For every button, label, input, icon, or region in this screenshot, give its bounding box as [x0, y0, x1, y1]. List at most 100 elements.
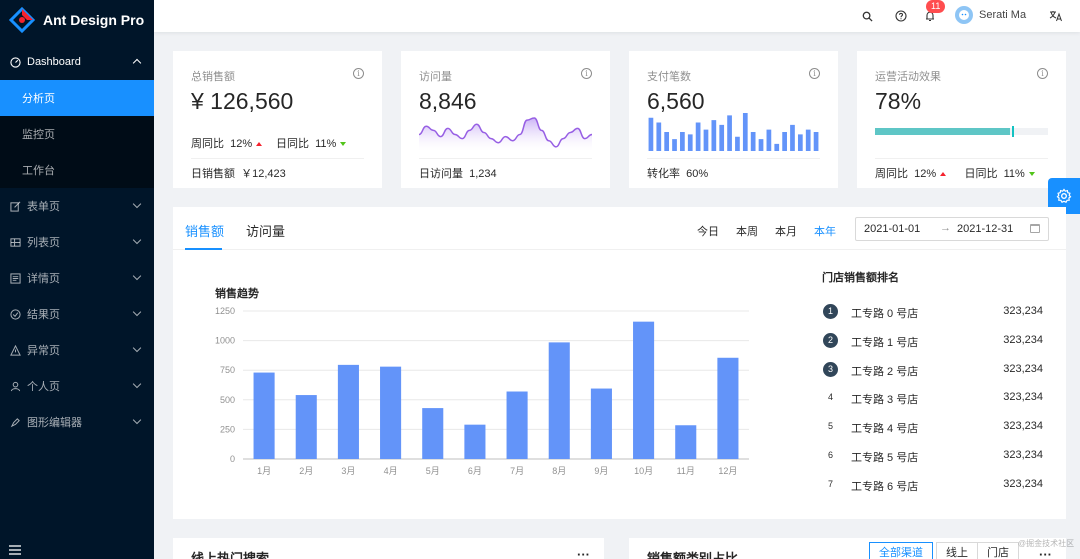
- progress-track: [875, 128, 1048, 135]
- rank-store-name: 工专路 6 号店: [851, 480, 919, 493]
- footer-label: 转化率: [647, 168, 680, 180]
- bar: [675, 425, 697, 459]
- x-tick-label: 4月: [384, 466, 398, 476]
- bar: [464, 424, 486, 459]
- stat-title: 总销售额: [191, 71, 235, 83]
- gear-icon: [1056, 188, 1072, 203]
- rank-row: 3 工专路 2 号店 323,234: [823, 361, 1043, 378]
- segment-stores[interactable]: 门店: [977, 542, 1019, 559]
- range-week[interactable]: 本周: [736, 226, 758, 238]
- date-range-picker[interactable]: 2021-01-01 → 2021-12-31: [855, 217, 1049, 241]
- logo[interactable]: Ant Design Pro: [0, 0, 154, 40]
- menu-fold-icon[interactable]: [9, 545, 21, 555]
- sidebar-item-form[interactable]: 表单页: [0, 188, 154, 224]
- payments-bar: [758, 139, 764, 151]
- bar: [295, 395, 317, 459]
- sidebar-item-dashboard[interactable]: Dashboard: [0, 44, 154, 80]
- segment-online[interactable]: 线上: [936, 542, 978, 559]
- range-today[interactable]: 今日: [697, 226, 719, 238]
- chevron-down-icon: [132, 199, 142, 209]
- rank-row: 6 工专路 5 号店 323,234: [823, 448, 1043, 464]
- visits-area-chart: [419, 117, 592, 151]
- bar: [506, 391, 528, 459]
- chevron-down-icon: [132, 307, 142, 317]
- info-icon[interactable]: i: [581, 68, 592, 79]
- caret-down-icon: [340, 142, 347, 146]
- warning-icon: [9, 344, 21, 356]
- payments-bar: [742, 113, 748, 151]
- rank-row: 4 工专路 3 号店 323,234: [823, 390, 1043, 406]
- info-icon[interactable]: i: [809, 68, 820, 79]
- range-start-input[interactable]: 2021-01-01: [864, 223, 921, 235]
- sidebar-item-workplace[interactable]: 工作台: [0, 152, 154, 188]
- segment-all-channels[interactable]: 全部渠道: [869, 542, 933, 559]
- tab-visits[interactable]: 访问量: [246, 224, 286, 239]
- sidebar-item-exception[interactable]: 异常页: [0, 332, 154, 368]
- sidebar-item-list[interactable]: 列表页: [0, 224, 154, 260]
- y-tick-label: 750: [220, 365, 235, 375]
- info-icon[interactable]: i: [353, 68, 364, 79]
- sidebar-item-label: 异常页: [27, 345, 60, 357]
- sidebar-item-analysis[interactable]: 分析页: [0, 80, 154, 116]
- footer-value: 60%: [686, 168, 709, 180]
- bar: [590, 388, 612, 459]
- translate-icon[interactable]: [1049, 9, 1063, 23]
- header: 11 Serati Ma: [154, 0, 1080, 32]
- caret-up-icon: [940, 172, 947, 176]
- sidebar-item-label: 详情页: [27, 273, 60, 285]
- rank-value: 323,234: [1003, 333, 1043, 346]
- x-tick-label: 1月: [257, 466, 271, 476]
- range-month[interactable]: 本月: [775, 226, 797, 238]
- search-icon[interactable]: [860, 9, 874, 23]
- payments-bar: [766, 129, 772, 151]
- check-circle-icon: [9, 308, 21, 320]
- payments-bar: [813, 132, 819, 151]
- table-icon: [9, 236, 21, 248]
- info-icon[interactable]: i: [1037, 68, 1048, 79]
- rank-store-name: 工专路 2 号店: [851, 365, 919, 378]
- card-title: 线上热门搜索: [191, 551, 270, 559]
- avatar[interactable]: [955, 6, 973, 24]
- payments-bar: [790, 124, 795, 151]
- more-icon[interactable]: ···: [577, 547, 590, 559]
- y-tick-label: 1250: [215, 306, 235, 316]
- rank-store-name: 工专路 4 号店: [851, 423, 919, 436]
- stat-footer: 日销售额 ￥12,423: [191, 158, 364, 188]
- range-end-input[interactable]: 2021-12-31: [957, 223, 1014, 235]
- sales-bar-chart: 0 250 500 750 1000 1250 1月 2月 3月 4月 5月 6月 7月 8月 9月 10月 1…: [215, 306, 749, 476]
- progress-fill: [875, 128, 1010, 135]
- rank-number: 5: [827, 421, 833, 432]
- sidebar-item-account[interactable]: 个人页: [0, 368, 154, 404]
- payments-bar: [648, 117, 654, 151]
- stat-value: 6,560: [647, 88, 705, 114]
- sidebar-item-label: 表单页: [27, 201, 60, 213]
- rank-title: 门店销售额排名: [822, 272, 899, 284]
- arrow-right-icon: →: [940, 222, 951, 234]
- payments-bar-chart: [648, 113, 819, 151]
- range-year[interactable]: 本年: [814, 226, 836, 238]
- payments-bar: [750, 132, 756, 151]
- payments-bar: [711, 120, 717, 151]
- dod-trend: 日同比 11%: [276, 135, 347, 151]
- stat-value: ¥ 126,560: [191, 88, 294, 114]
- tab-sales[interactable]: 销售额: [185, 224, 225, 239]
- user-icon: [9, 380, 21, 392]
- stat-footer: 转化率 60%: [647, 158, 820, 188]
- x-tick-label: 8月: [552, 466, 566, 476]
- username[interactable]: Serati Ma: [979, 9, 1027, 21]
- chevron-down-icon: [132, 343, 142, 353]
- rank-row: 2 工专路 1 号店 323,234: [823, 332, 1043, 349]
- stat-card-payments: 支付笔数 i 6,560 转化率 60%: [629, 51, 838, 188]
- sidebar-item-result[interactable]: 结果页: [0, 296, 154, 332]
- more-icon[interactable]: ···: [1039, 547, 1052, 559]
- rank-number: 3: [823, 361, 838, 377]
- sidebar-item-monitor[interactable]: 监控页: [0, 116, 154, 152]
- sidebar-item-editor[interactable]: 图形编辑器: [0, 404, 154, 440]
- payments-bar: [680, 132, 685, 151]
- footer-value: ￥12,423: [241, 168, 286, 180]
- sidebar-item-label: 结果页: [27, 309, 60, 321]
- question-icon[interactable]: [894, 9, 908, 23]
- sidebar-item-profile[interactable]: 详情页: [0, 260, 154, 296]
- rank-number: 7: [827, 478, 833, 489]
- progress-target-marker: [1012, 126, 1014, 137]
